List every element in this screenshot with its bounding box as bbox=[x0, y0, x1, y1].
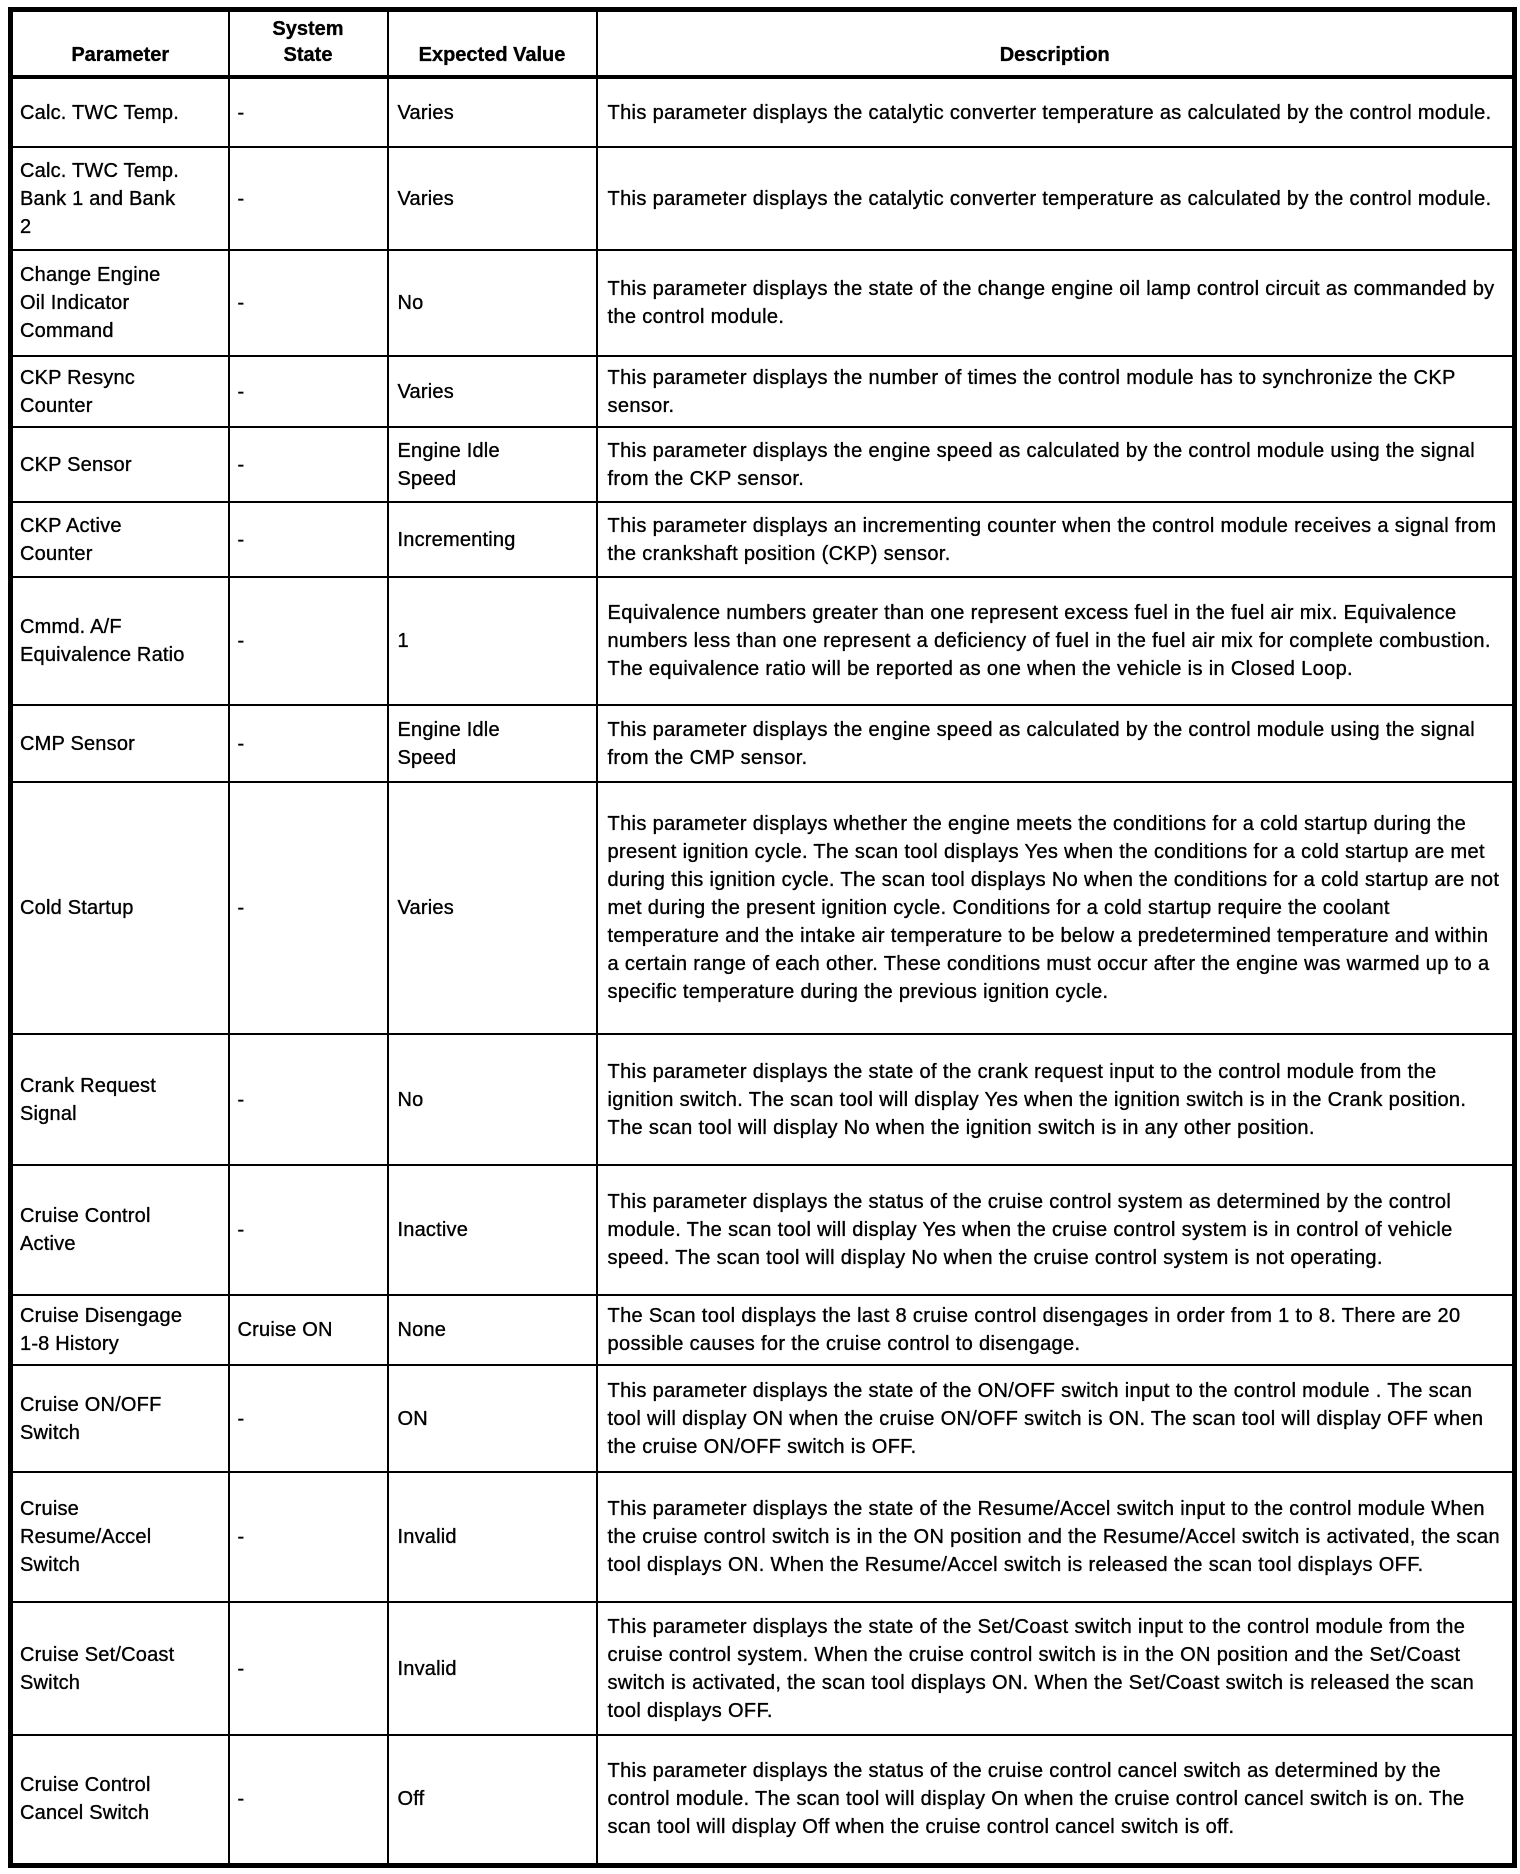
system-state-cell: - bbox=[227, 1364, 389, 1473]
parameter-cell: Cruise Control Cancel Switch bbox=[9, 1734, 230, 1866]
description-cell: This parameter displays the number of ti… bbox=[595, 355, 1516, 428]
table-row: CKP Active Counter - Incrementing This p… bbox=[9, 501, 1516, 578]
table-row: CMP Sensor - Engine Idle Speed This para… bbox=[9, 704, 1516, 783]
parameter-cell: Cold Startup bbox=[9, 781, 230, 1035]
system-state-cell: - bbox=[227, 1164, 389, 1296]
system-state-cell: - bbox=[227, 355, 389, 428]
table-row: Cruise Control Active - Inactive This pa… bbox=[9, 1164, 1516, 1296]
header-parameter: Parameter bbox=[9, 8, 230, 79]
description-cell: This parameter displays the engine speed… bbox=[595, 704, 1516, 783]
parameter-cell: Cruise Set/Coast Switch bbox=[9, 1601, 230, 1736]
description-cell: This parameter displays whether the engi… bbox=[595, 781, 1516, 1035]
table-row: Cmmd. A/F Equivalence Ratio - 1 Equivale… bbox=[9, 576, 1516, 706]
expected-value-cell: No bbox=[386, 1033, 598, 1166]
description-cell: This parameter displays the status of th… bbox=[595, 1734, 1516, 1866]
system-state-cell: - bbox=[227, 249, 389, 357]
description-cell: This parameter displays the catalytic co… bbox=[595, 146, 1516, 251]
table-row: Change Engine Oil Indicator Command - No… bbox=[9, 249, 1516, 357]
system-state-cell: - bbox=[227, 1601, 389, 1736]
expected-value-cell: Invalid bbox=[386, 1471, 598, 1603]
parameter-cell: Calc. TWC Temp. bbox=[9, 76, 230, 148]
expected-value-cell: Engine Idle Speed bbox=[386, 426, 598, 503]
table-row: Cold Startup - Varies This parameter dis… bbox=[9, 781, 1516, 1035]
description-cell: This parameter displays the state of the… bbox=[595, 1471, 1516, 1603]
system-state-cell: - bbox=[227, 1471, 389, 1603]
expected-value-cell: Engine Idle Speed bbox=[386, 704, 598, 783]
parameter-cell: Cmmd. A/F Equivalence Ratio bbox=[9, 576, 230, 706]
table-row: Cruise Set/Coast Switch - Invalid This p… bbox=[9, 1601, 1516, 1736]
parameter-cell: Cruise Resume/Accel Switch bbox=[9, 1471, 230, 1603]
header-expected-value: Expected Value bbox=[386, 8, 598, 79]
header-system-state: System State bbox=[227, 8, 389, 79]
expected-value-cell: Varies bbox=[386, 146, 598, 251]
parameter-cell: Cruise Disengage 1-8 History bbox=[9, 1294, 230, 1366]
description-cell: This parameter displays the state of the… bbox=[595, 1033, 1516, 1166]
header-row: Parameter System State Expected Value De… bbox=[9, 8, 1516, 79]
description-cell: This parameter displays the catalytic co… bbox=[595, 76, 1516, 148]
parameter-cell: Crank Request Signal bbox=[9, 1033, 230, 1166]
table-body: Calc. TWC Temp. - Varies This parameter … bbox=[9, 76, 1516, 1866]
expected-value-cell: Varies bbox=[386, 76, 598, 148]
description-cell: The Scan tool displays the last 8 cruise… bbox=[595, 1294, 1516, 1366]
system-state-cell: - bbox=[227, 146, 389, 251]
parameter-cell: CKP Sensor bbox=[9, 426, 230, 503]
expected-value-cell: Varies bbox=[386, 355, 598, 428]
system-state-cell: - bbox=[227, 501, 389, 578]
system-state-cell: Cruise ON bbox=[227, 1294, 389, 1366]
table-row: CKP Sensor - Engine Idle Speed This para… bbox=[9, 426, 1516, 503]
header-description: Description bbox=[595, 8, 1516, 79]
system-state-cell: - bbox=[227, 781, 389, 1035]
table-row: Calc. TWC Temp. Bank 1 and Bank 2 - Vari… bbox=[9, 146, 1516, 251]
parameter-cell: CKP Resync Counter bbox=[9, 355, 230, 428]
table-row: Calc. TWC Temp. - Varies This parameter … bbox=[9, 76, 1516, 148]
system-state-cell: - bbox=[227, 1033, 389, 1166]
table-row: Cruise Control Cancel Switch - Off This … bbox=[9, 1734, 1516, 1866]
expected-value-cell: ON bbox=[386, 1364, 598, 1473]
expected-value-cell: 1 bbox=[386, 576, 598, 706]
expected-value-cell: Inactive bbox=[386, 1164, 598, 1296]
expected-value-cell: No bbox=[386, 249, 598, 357]
expected-value-cell: None bbox=[386, 1294, 598, 1366]
parameter-table: Parameter System State Expected Value De… bbox=[8, 7, 1517, 1868]
parameter-cell: Cruise ON/OFF Switch bbox=[9, 1364, 230, 1473]
description-cell: This parameter displays the state of the… bbox=[595, 1601, 1516, 1736]
description-cell: This parameter displays an incrementing … bbox=[595, 501, 1516, 578]
table-row: Cruise Resume/Accel Switch - Invalid Thi… bbox=[9, 1471, 1516, 1603]
parameter-cell: Calc. TWC Temp. Bank 1 and Bank 2 bbox=[9, 146, 230, 251]
description-cell: This parameter displays the state of the… bbox=[595, 1364, 1516, 1473]
system-state-cell: - bbox=[227, 576, 389, 706]
expected-value-cell: Incrementing bbox=[386, 501, 598, 578]
parameter-cell: CKP Active Counter bbox=[9, 501, 230, 578]
parameter-cell: CMP Sensor bbox=[9, 704, 230, 783]
system-state-cell: - bbox=[227, 76, 389, 148]
parameter-cell: Cruise Control Active bbox=[9, 1164, 230, 1296]
description-cell: This parameter displays the engine speed… bbox=[595, 426, 1516, 503]
parameter-cell: Change Engine Oil Indicator Command bbox=[9, 249, 230, 357]
description-cell: Equivalence numbers greater than one rep… bbox=[595, 576, 1516, 706]
system-state-cell: - bbox=[227, 704, 389, 783]
expected-value-cell: Invalid bbox=[386, 1601, 598, 1736]
system-state-cell: - bbox=[227, 1734, 389, 1866]
table-row: Cruise ON/OFF Switch - ON This parameter… bbox=[9, 1364, 1516, 1473]
table-row: Cruise Disengage 1-8 History Cruise ON N… bbox=[9, 1294, 1516, 1366]
description-cell: This parameter displays the status of th… bbox=[595, 1164, 1516, 1296]
system-state-cell: - bbox=[227, 426, 389, 503]
description-cell: This parameter displays the state of the… bbox=[595, 249, 1516, 357]
table-row: Crank Request Signal - No This parameter… bbox=[9, 1033, 1516, 1166]
expected-value-cell: Off bbox=[386, 1734, 598, 1866]
table-row: CKP Resync Counter - Varies This paramet… bbox=[9, 355, 1516, 428]
expected-value-cell: Varies bbox=[386, 781, 598, 1035]
